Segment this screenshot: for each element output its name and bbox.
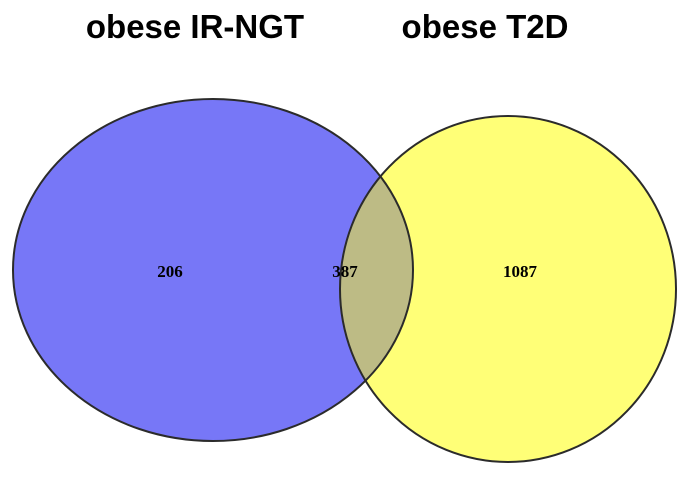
set-title-obese-t2d: obese T2D bbox=[402, 8, 569, 45]
count-obese-t2d-only: 1087 bbox=[503, 262, 538, 281]
set-circle-obese-ir-ngt bbox=[13, 99, 413, 441]
set-circle-obese-t2d bbox=[340, 116, 676, 462]
count-intersection: 387 bbox=[332, 262, 358, 281]
set-outline-obese-t2d bbox=[339, 115, 677, 463]
set-outline-obese-ir-ngt bbox=[12, 98, 414, 442]
count-obese-ir-ngt-only: 206 bbox=[157, 262, 183, 281]
set-title-obese-ir-ngt: obese IR-NGT bbox=[86, 8, 304, 45]
